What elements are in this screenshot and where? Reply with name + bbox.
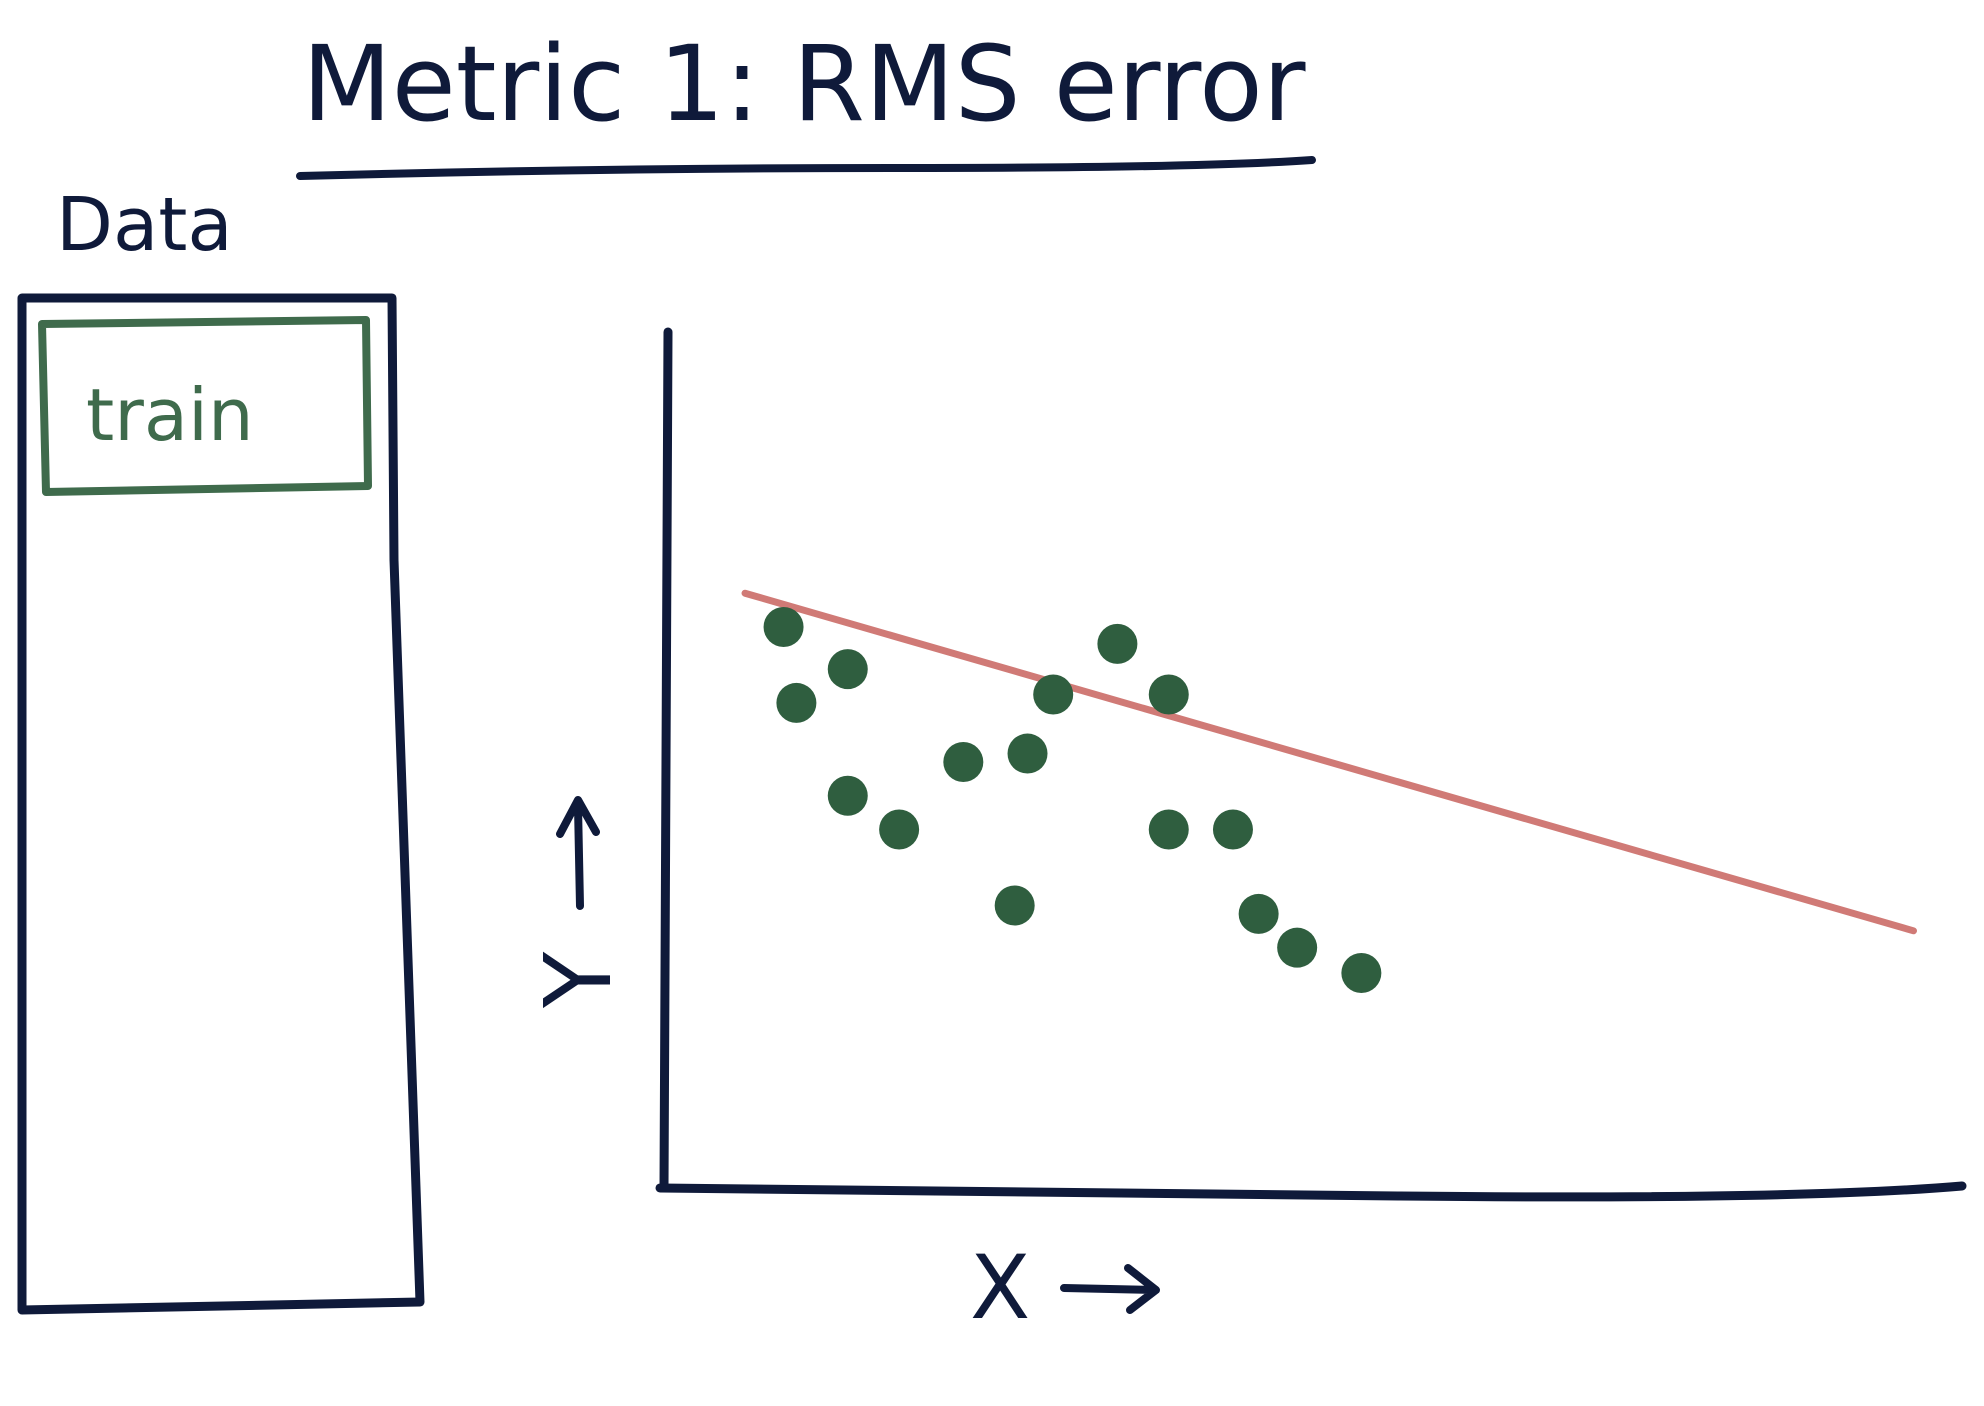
title-underline	[296, 156, 1316, 180]
data-point	[763, 606, 804, 647]
plot-axes	[655, 327, 1967, 1202]
data-point	[776, 682, 817, 723]
fit-line	[741, 589, 1917, 935]
data-point	[827, 775, 868, 816]
fit-line-layer	[741, 589, 1917, 935]
x-axis-label: X	[970, 1236, 1030, 1339]
y-arrow-icon	[556, 796, 600, 910]
data-point	[943, 742, 984, 782]
points-layer	[763, 606, 1382, 993]
train-label: train	[86, 373, 254, 457]
data-point	[1277, 927, 1318, 968]
data-point	[1148, 809, 1189, 850]
data-point	[1007, 733, 1048, 774]
page-title: Metric 1: RMS error	[302, 23, 1306, 145]
data-point	[1097, 623, 1138, 664]
data-point	[1033, 674, 1074, 715]
train-box	[38, 316, 372, 496]
data-point	[879, 809, 920, 850]
data-point	[1212, 809, 1253, 850]
data-point	[1341, 953, 1382, 993]
y-axis-label: Y	[525, 951, 632, 1009]
x-axis	[655, 1181, 1967, 1202]
data-point	[994, 885, 1035, 926]
x-arrow-icon	[1060, 1264, 1160, 1314]
data-point	[827, 649, 868, 690]
data-point	[1238, 893, 1279, 934]
data-box	[17, 293, 425, 1315]
y-axis	[659, 327, 673, 1193]
data-label: Data	[56, 182, 233, 268]
data-point	[1148, 674, 1189, 715]
